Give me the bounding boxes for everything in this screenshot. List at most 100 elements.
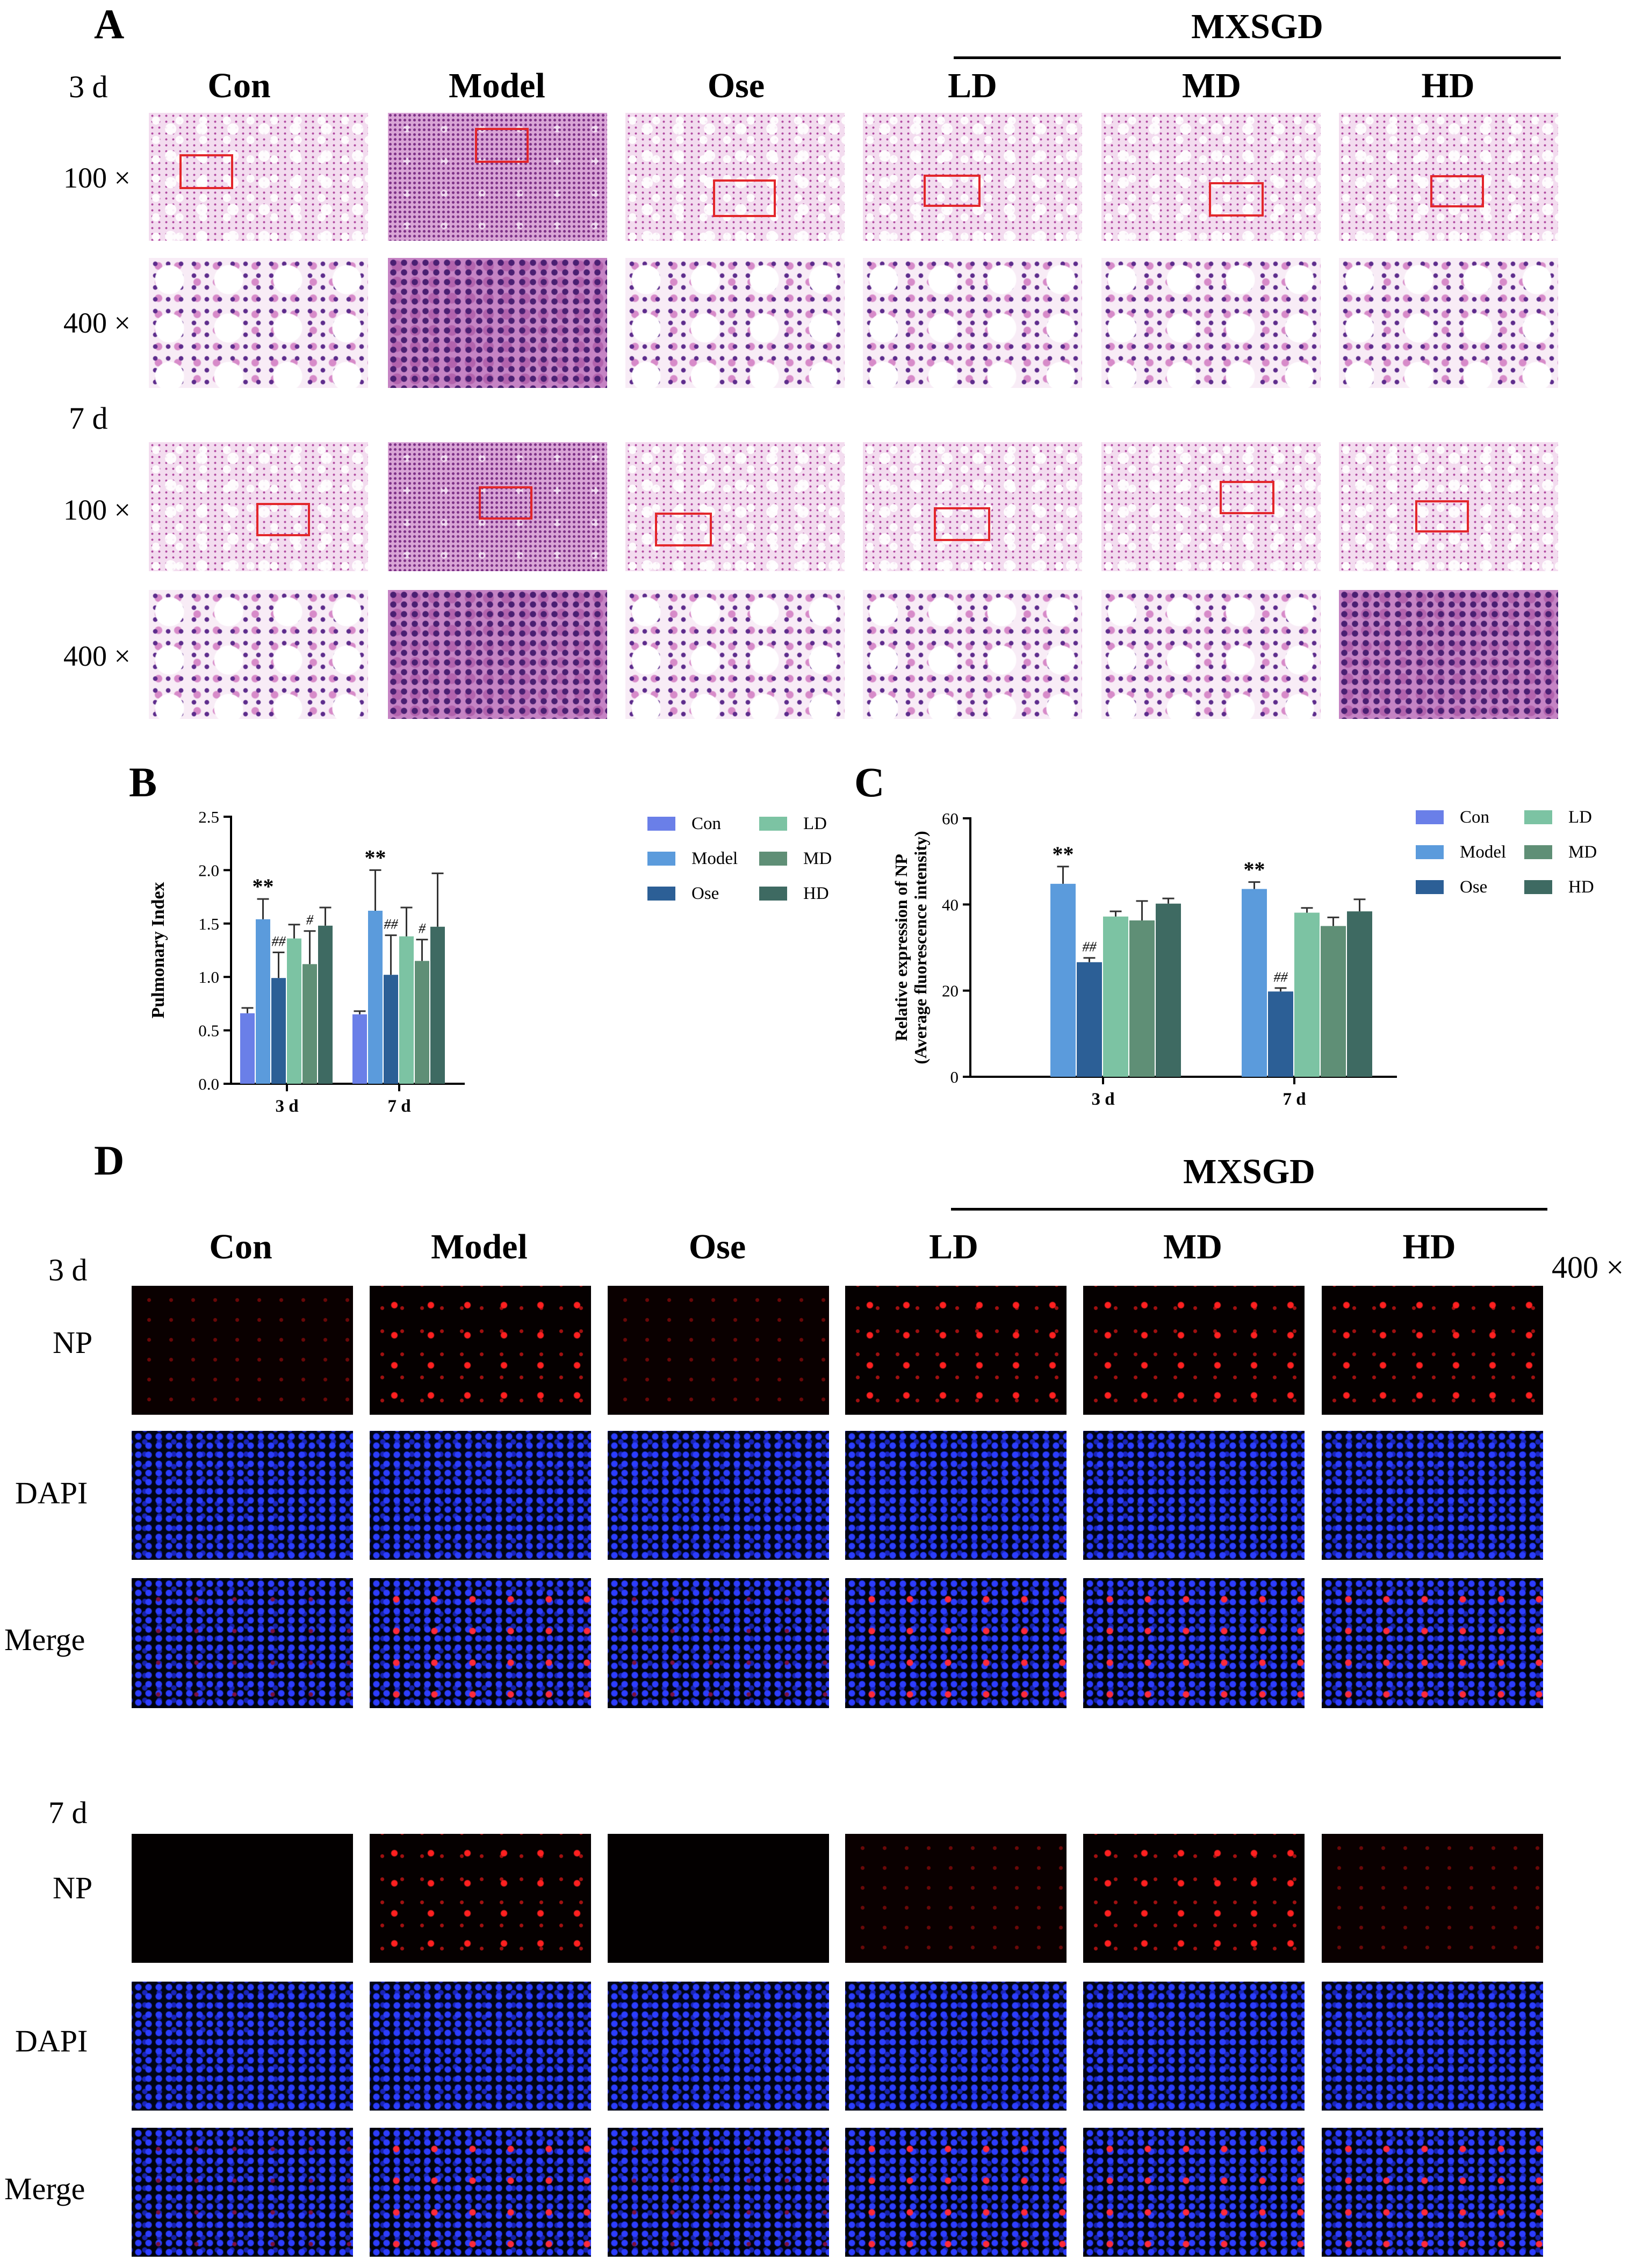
legend-swatch-md — [1524, 845, 1552, 859]
y-tick-label: 0.0 — [198, 1075, 219, 1093]
he-7d-100x-model — [388, 442, 607, 571]
he-7d-400x-md — [1101, 590, 1321, 719]
zoom-region-box — [934, 507, 990, 541]
y-tick-label: 0 — [950, 1068, 959, 1086]
significance-mark: ** — [1244, 858, 1265, 882]
if-7d-merge-model — [370, 2128, 591, 2257]
bar-hd-3-d — [318, 925, 333, 1084]
he-3d-400x-model — [388, 258, 607, 388]
zoom-region-box — [1415, 500, 1469, 532]
he-7d-400x-ose — [625, 590, 845, 719]
legend-label-md: MD — [803, 849, 832, 868]
bar-md-3-d — [302, 964, 317, 1084]
if-7d-merge-hd — [1322, 2128, 1543, 2257]
he-3d-100x-con — [149, 113, 368, 241]
if-3d-np-con — [132, 1286, 353, 1415]
he-3d-100x-hd — [1339, 113, 1558, 241]
he-7d-100x-md — [1101, 442, 1321, 571]
if-3d-dapi-md — [1083, 1431, 1305, 1560]
panel-a-group-ose: Ose — [707, 66, 765, 105]
if-7d-merge-ld — [845, 2128, 1067, 2257]
he-3d-100x-ld — [863, 113, 1082, 241]
if-7d-np-model — [370, 1834, 591, 1963]
if-7d-dapi-ld — [845, 1982, 1067, 2111]
significance-mark: # — [419, 921, 426, 937]
zoom-region-box — [713, 179, 776, 217]
x-tick-label-3-d: 3 d — [275, 1097, 298, 1116]
if-7d-dapi-hd — [1322, 1982, 1543, 2111]
panel-a-mag-100-7d: 100 × — [63, 494, 131, 526]
if-7d-merge-md — [1083, 2128, 1305, 2257]
bar-model-3-d — [256, 919, 270, 1084]
y-tick-label: 0.5 — [198, 1021, 219, 1040]
y-tick-label: 1.0 — [198, 968, 219, 987]
y-tick-label: 2.0 — [198, 861, 219, 880]
if-3d-merge-md — [1083, 1578, 1305, 1708]
panel-a-time-7d: 7 d — [69, 401, 108, 436]
panel-d-magnification: 400 × — [1552, 1250, 1624, 1285]
if-3d-np-ld — [845, 1286, 1067, 1415]
bar-md-7-d — [415, 961, 429, 1084]
legend-label-ld: LD — [1568, 808, 1592, 827]
if-7d-dapi-md — [1083, 1982, 1305, 2111]
he-3d-400x-ld — [863, 258, 1082, 388]
bar-md-7-d — [1321, 926, 1346, 1077]
zoom-region-box — [1220, 481, 1274, 514]
if-7d-dapi-ose — [608, 1982, 829, 2111]
significance-mark: ** — [253, 874, 274, 898]
if-3d-dapi-ld — [845, 1431, 1067, 1560]
panel-d-group-md: MD — [1163, 1227, 1222, 1266]
x-tick-label-3-d: 3 d — [1091, 1090, 1114, 1109]
panel-d-channel-np-7d: NP — [53, 1870, 93, 1905]
y-axis-label: Relative expression of NP — [891, 854, 911, 1041]
zoom-region-box — [256, 503, 310, 536]
zoom-region-box — [1209, 182, 1264, 217]
he-7d-100x-hd — [1339, 442, 1558, 571]
panel-d-time-3d: 3 d — [48, 1252, 88, 1287]
panel-d-time-7d: 7 d — [48, 1795, 88, 1830]
if-3d-dapi-con — [132, 1431, 353, 1560]
if-3d-np-model — [370, 1286, 591, 1415]
legend-label-con: Con — [1460, 808, 1489, 827]
if-3d-np-md — [1083, 1286, 1305, 1415]
he-3d-400x-hd — [1339, 258, 1558, 388]
panel-a-mxsgd-bracket — [954, 56, 1561, 59]
he-3d-400x-md — [1101, 258, 1321, 388]
panel-d-letter: D — [94, 1137, 125, 1184]
panel-a-group-ld: LD — [948, 66, 997, 105]
legend-label-hd: HD — [1568, 877, 1594, 897]
panel-a-mag-400-7d: 400 × — [63, 640, 131, 672]
y-axis-label: Pulmonary Index — [148, 882, 168, 1018]
he-7d-400x-con — [149, 590, 368, 719]
he-7d-100x-ose — [625, 442, 845, 571]
x-tick-label-7-d: 7 d — [1282, 1090, 1306, 1109]
legend-swatch-ld — [1524, 810, 1552, 824]
if-3d-np-ose — [608, 1286, 829, 1415]
bar-ld-7-d — [399, 936, 414, 1084]
legend-label-model: Model — [691, 849, 738, 868]
he-7d-400x-hd — [1339, 590, 1558, 719]
np-expression-chart: C 0 20 40 60 Relative expression of NP (Averag… — [854, 763, 1597, 1109]
if-7d-np-md — [1083, 1834, 1305, 1963]
bar-ld-3-d — [1103, 916, 1128, 1077]
zoom-region-box — [479, 486, 532, 520]
zoom-region-box — [179, 154, 233, 189]
if-7d-np-hd — [1322, 1834, 1543, 1963]
zoom-region-box — [655, 513, 712, 546]
legend-swatch-hd — [759, 887, 787, 901]
bar-ose-7-d — [1268, 991, 1293, 1077]
if-3d-dapi-hd — [1322, 1431, 1543, 1560]
if-3d-merge-ld — [845, 1578, 1067, 1708]
panel-d-group-ld: LD — [929, 1227, 978, 1266]
x-tick-label-7-d: 7 d — [387, 1097, 410, 1116]
if-7d-dapi-model — [370, 1982, 591, 2111]
bar-hd-7-d — [1347, 911, 1372, 1077]
bar-model-3-d — [1050, 883, 1076, 1077]
significance-mark: ## — [1274, 969, 1288, 985]
significance-mark: # — [306, 912, 314, 928]
he-3d-100x-model — [388, 113, 607, 241]
he-7d-100x-con — [149, 442, 368, 571]
bar-model-7-d — [1242, 889, 1267, 1077]
if-7d-merge-con — [132, 2128, 353, 2257]
y-tick-label: 20 — [942, 982, 959, 1000]
